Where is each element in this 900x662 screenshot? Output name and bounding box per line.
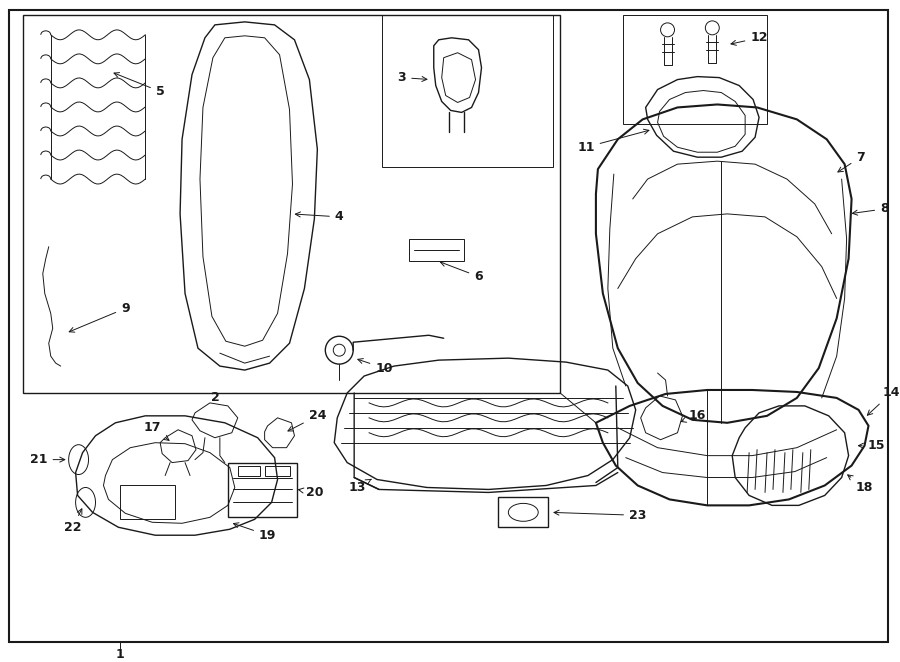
Text: 21: 21 [30, 453, 65, 466]
Text: 24: 24 [288, 409, 326, 431]
Text: 7: 7 [838, 151, 865, 172]
Text: 16: 16 [681, 409, 706, 422]
Text: 12: 12 [731, 31, 768, 45]
Text: 20: 20 [299, 486, 323, 499]
Text: 5: 5 [114, 73, 165, 98]
Text: 22: 22 [64, 509, 82, 534]
Text: 15: 15 [859, 439, 886, 452]
Text: 14: 14 [868, 387, 900, 415]
Text: 19: 19 [233, 523, 276, 542]
Text: 6: 6 [440, 261, 482, 283]
Text: 9: 9 [69, 302, 130, 332]
Text: 18: 18 [848, 475, 873, 494]
Text: 17: 17 [143, 421, 169, 440]
Text: 13: 13 [348, 479, 371, 494]
Text: 2: 2 [211, 391, 220, 404]
Text: 4: 4 [295, 211, 344, 223]
Text: 1: 1 [116, 648, 125, 661]
Text: 10: 10 [358, 359, 392, 375]
Text: 23: 23 [554, 509, 646, 522]
Text: 8: 8 [852, 203, 888, 215]
Text: 3: 3 [398, 71, 427, 84]
Text: 11: 11 [577, 129, 649, 154]
